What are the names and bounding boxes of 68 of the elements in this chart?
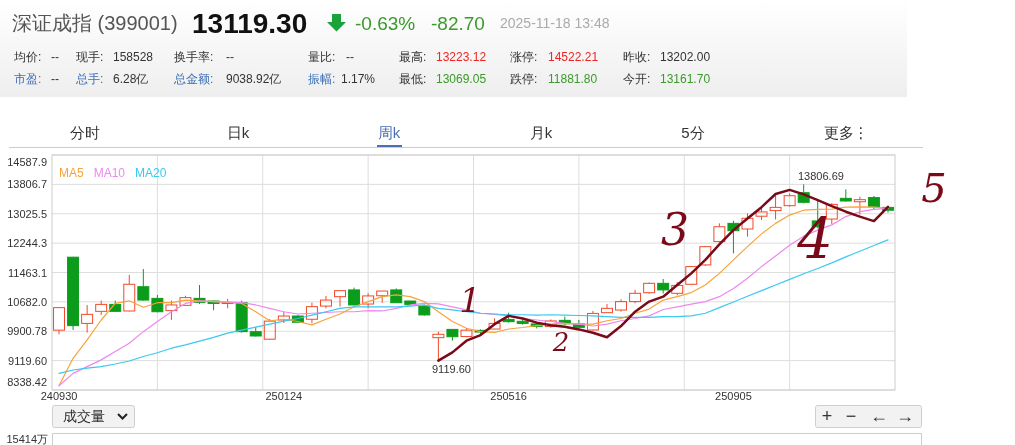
- y-tick-label: 8338.42: [7, 376, 47, 388]
- text: -82.70: [431, 12, 485, 34]
- text: 振幅:: [308, 72, 336, 86]
- y-tick-label: 9119.60: [8, 354, 47, 367]
- x-tick-label: 250124: [265, 390, 303, 402]
- y-tick-label: 13025.5: [7, 207, 47, 220]
- text: 2025-11-18 13:48: [500, 15, 610, 31]
- text: 量比:: [308, 50, 336, 64]
- text: 总金额:: [173, 72, 214, 86]
- y-tick-label: 14587.9: [7, 156, 47, 168]
- text: 日k: [226, 123, 250, 141]
- text: 13202.00: [660, 50, 711, 64]
- text: 市盈:: [14, 72, 42, 86]
- text: 11881.80: [548, 72, 598, 86]
- text: 跌停:: [510, 72, 538, 86]
- x-tick-label: 250516: [490, 390, 527, 402]
- text: 换手率:: [174, 50, 214, 64]
- annotation: 3: [661, 203, 689, 255]
- y-tick-label: 12244.3: [7, 237, 47, 250]
- text: −: [845, 406, 857, 426]
- text: 今开:: [623, 72, 651, 86]
- text: 158528: [113, 50, 154, 64]
- chart-title: 深证成指 (399001): [12, 12, 178, 34]
- text: 最高:: [399, 50, 427, 64]
- text: --: [226, 50, 234, 64]
- text: --: [346, 50, 354, 64]
- y-tick-label: 13806.7: [7, 178, 47, 191]
- y-tick-label: 9900.78: [7, 325, 47, 338]
- text: +: [821, 406, 833, 426]
- text: 5: [921, 165, 947, 211]
- text: 最低:: [399, 72, 427, 86]
- annotation: 13806.69: [798, 170, 844, 182]
- text: 13161.70: [660, 72, 711, 86]
- annotation: 2: [551, 327, 570, 357]
- text: MA10: [93, 166, 126, 180]
- text: 均价:: [13, 50, 42, 64]
- text: 更多⋮: [823, 123, 869, 141]
- text: --: [51, 72, 59, 86]
- x-tick-label: 240930: [40, 390, 78, 402]
- text: 6.28亿: [113, 72, 149, 86]
- text: 昨收:: [623, 50, 651, 64]
- text: 13069.05: [436, 72, 487, 86]
- text: 1.17%: [341, 72, 376, 86]
- text: 13119.30: [192, 7, 308, 39]
- annotation: 1: [459, 280, 481, 320]
- text: 9038.92亿: [226, 72, 282, 86]
- text: 5分: [681, 123, 705, 141]
- annotation: 4: [796, 205, 833, 271]
- x-tick-label: 250905: [715, 390, 752, 402]
- text: MA20: [135, 166, 167, 180]
- text: 13223.12: [436, 50, 487, 64]
- text: --: [51, 50, 59, 64]
- text: 分时: [70, 123, 100, 141]
- text: MA5: [59, 166, 84, 180]
- y-tick-label: 10682.0: [7, 295, 47, 308]
- text: 14522.21: [548, 50, 599, 64]
- text: 涨停:: [510, 50, 538, 64]
- text: 15414万: [6, 433, 48, 445]
- text: -0.63%: [355, 12, 416, 34]
- text: 月k: [529, 123, 553, 141]
- y-tick-label: 11463.1: [8, 266, 47, 279]
- text: →: [896, 406, 914, 426]
- text: ←: [870, 406, 888, 426]
- text: 周k: [377, 123, 401, 141]
- annotation: 9119.60: [432, 363, 471, 375]
- text: 现手:: [76, 50, 104, 64]
- text: 成交量: [63, 408, 105, 424]
- text: 总手:: [75, 72, 104, 86]
